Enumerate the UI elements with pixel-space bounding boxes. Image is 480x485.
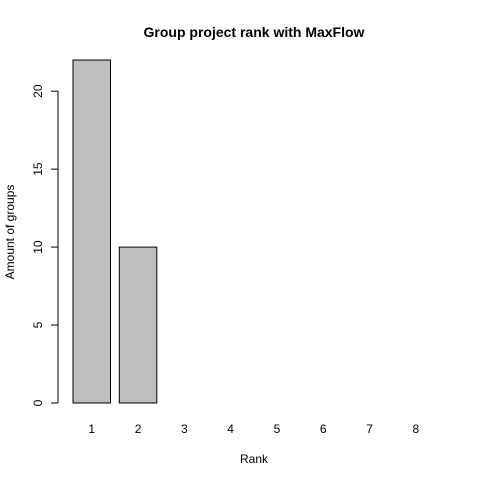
y-tick-label: 5 bbox=[31, 321, 45, 328]
chart-title: Group project rank with MaxFlow bbox=[144, 24, 365, 40]
y-tick-label: 10 bbox=[31, 240, 45, 254]
x-tick-labels: 1 2 3 4 5 6 7 8 bbox=[88, 422, 419, 436]
y-tick-label: 15 bbox=[31, 162, 45, 176]
y-tick-label: 20 bbox=[31, 84, 45, 98]
y-tick-label: 0 bbox=[31, 399, 45, 406]
x-tick-label: 5 bbox=[274, 422, 281, 436]
y-axis-label: Amount of groups bbox=[3, 185, 17, 280]
x-tick-label: 4 bbox=[227, 422, 234, 436]
y-axis: 0 5 10 15 20 bbox=[31, 84, 59, 406]
x-tick-label: 6 bbox=[320, 422, 327, 436]
bar-rank-1 bbox=[72, 59, 111, 404]
x-axis-label: Rank bbox=[240, 452, 269, 466]
x-tick-label: 1 bbox=[88, 422, 95, 436]
bars-group bbox=[72, 59, 158, 404]
x-tick-label: 7 bbox=[366, 422, 373, 436]
x-tick-label: 2 bbox=[135, 422, 142, 436]
x-tick-label: 8 bbox=[413, 422, 420, 436]
x-tick-label: 3 bbox=[181, 422, 188, 436]
bar-rank-2 bbox=[118, 246, 158, 404]
